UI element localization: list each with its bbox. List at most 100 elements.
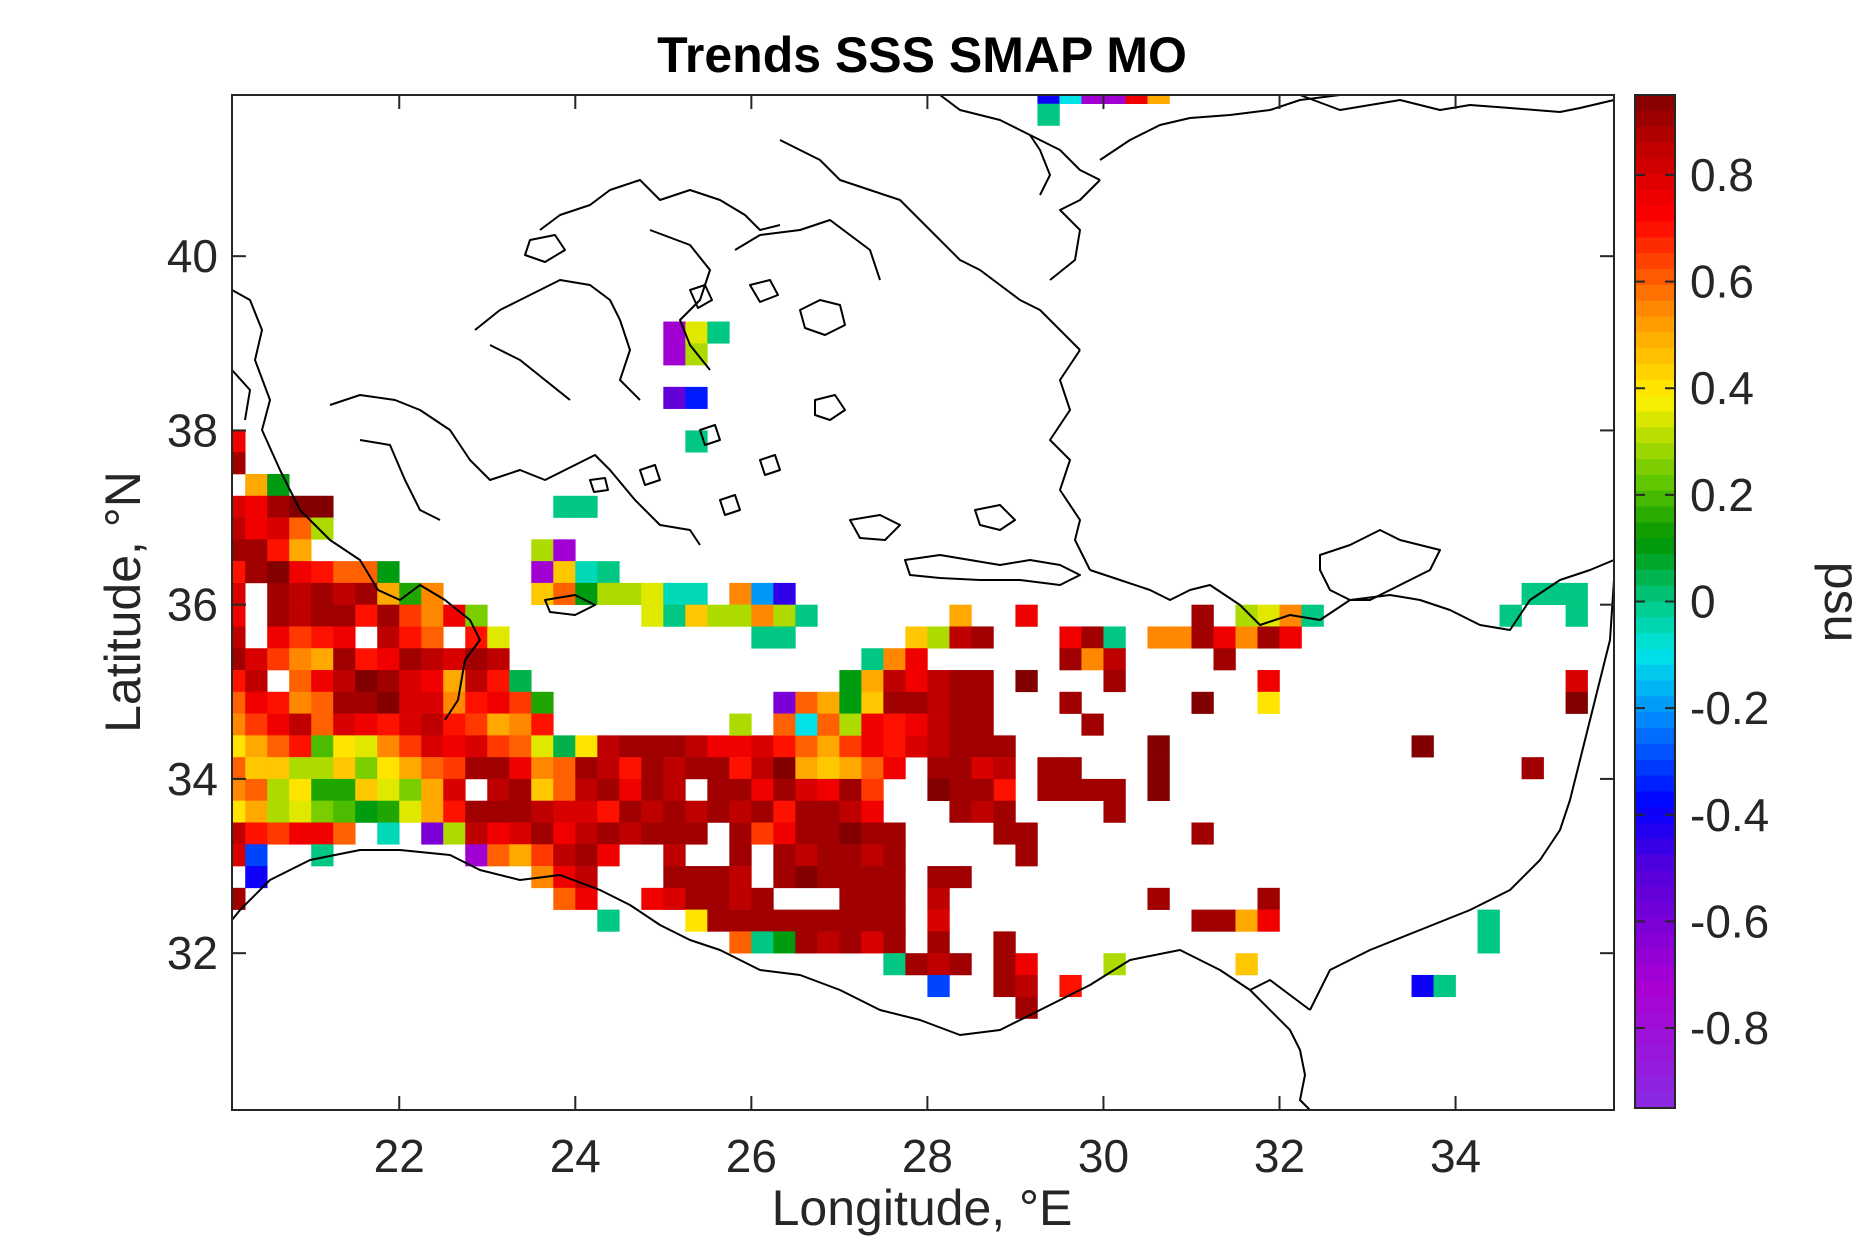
colorbar-segment [1635,1044,1675,1062]
data-cell [773,582,796,605]
data-cell [267,604,290,627]
data-cell [663,844,686,867]
data-cell [927,757,950,780]
data-cell [553,800,576,823]
data-cell [817,713,840,736]
data-cell [1213,626,1236,649]
data-cell [663,800,686,823]
data-cell [773,866,796,889]
data-cell [232,822,246,845]
data-cell [465,735,488,758]
data-cell [245,735,268,758]
data-cell [1257,670,1280,693]
data-cell [839,866,862,889]
data-cell [663,604,686,627]
colorbar-segment [1635,269,1675,286]
data-cell [487,844,510,867]
data-cell [289,517,312,540]
data-cell [751,800,774,823]
data-cell [377,757,400,780]
colorbar-segment [1635,158,1675,175]
data-cell [531,582,554,605]
data-cell [773,822,796,845]
data-cell [421,757,444,780]
data-cell [553,757,576,780]
data-cell [509,800,532,823]
data-cell [685,582,708,605]
data-cell [289,561,312,584]
data-cell [575,561,598,584]
data-cell [861,844,884,867]
data-cell [487,757,510,780]
colorbar-segment [1635,506,1675,523]
data-cell [971,778,994,802]
data-cell [729,887,752,910]
data-cell [311,844,334,867]
data-cell [861,713,884,736]
data-cell [1059,648,1082,671]
data-cell [1037,103,1060,126]
data-cell [883,670,906,693]
data-cell [289,604,312,627]
data-cell [311,626,334,649]
data-cell [355,713,378,736]
data-cell [267,757,290,780]
data-cell [619,800,642,823]
data-cell [795,866,818,889]
data-cell [531,822,554,845]
data-cell [663,822,686,845]
data-cell [377,822,400,845]
data-cell [487,735,510,758]
colorbar-segment [1635,886,1675,903]
data-cell [232,713,246,736]
data-cell [641,822,664,845]
data-cell [817,909,840,932]
data-cell [641,582,664,605]
data-cell [311,757,334,780]
colorbar-segment [1635,569,1675,587]
data-cell [421,604,444,627]
data-cell [267,713,290,736]
data-cell [311,561,334,584]
data-cell [883,648,906,671]
colorbar-segment [1635,126,1675,144]
data-cell [1191,604,1214,627]
colorbar-segment [1635,1028,1675,1046]
data-cell [927,909,950,932]
data-cell [553,495,576,518]
data-cell [861,822,884,845]
data-cell [1433,974,1456,998]
data-cell [729,735,752,758]
data-cell [399,757,422,780]
colorbar-segment [1635,522,1675,539]
data-cell [421,670,444,693]
data-cell [1257,909,1280,932]
data-cell [641,800,664,823]
data-cell [905,953,928,976]
data-cell [839,757,862,780]
data-cell [1059,778,1082,802]
colorbar-segment [1635,300,1675,318]
data-cell [1015,953,1038,976]
colorbar-segment [1635,838,1675,856]
data-cell [685,909,708,932]
data-cell [1147,757,1170,780]
data-cell [311,648,334,671]
data-cell [927,713,950,736]
data-cell [773,713,796,736]
data-cell [1081,95,1104,105]
colorbar-segment [1635,933,1675,951]
data-cell [465,691,488,714]
data-cell [905,626,928,649]
data-cell [685,604,708,627]
data-cell [267,582,290,605]
data-cell [883,822,906,845]
data-cell [267,561,290,584]
plot-area [232,95,1614,1110]
data-cell [355,800,378,823]
data-cell [509,735,532,758]
colorbar-segment [1635,443,1675,460]
colorbar-segment [1635,617,1675,634]
colorbar-tick-label: 0.8 [1690,149,1754,201]
colorbar-segment [1635,997,1675,1014]
